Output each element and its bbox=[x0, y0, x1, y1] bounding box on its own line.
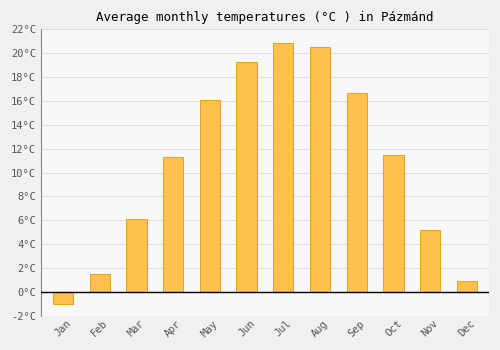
Bar bbox=[420, 230, 440, 292]
Bar bbox=[346, 93, 367, 292]
Bar bbox=[310, 47, 330, 292]
Title: Average monthly temperatures (°C ) in Pázmánd: Average monthly temperatures (°C ) in Pá… bbox=[96, 11, 434, 24]
Bar bbox=[273, 43, 293, 292]
Bar bbox=[163, 157, 183, 292]
Bar bbox=[126, 219, 146, 292]
Bar bbox=[90, 274, 110, 292]
Bar bbox=[236, 62, 256, 292]
Bar bbox=[53, 292, 73, 304]
Bar bbox=[457, 281, 477, 292]
Bar bbox=[200, 100, 220, 292]
Bar bbox=[384, 155, 404, 292]
